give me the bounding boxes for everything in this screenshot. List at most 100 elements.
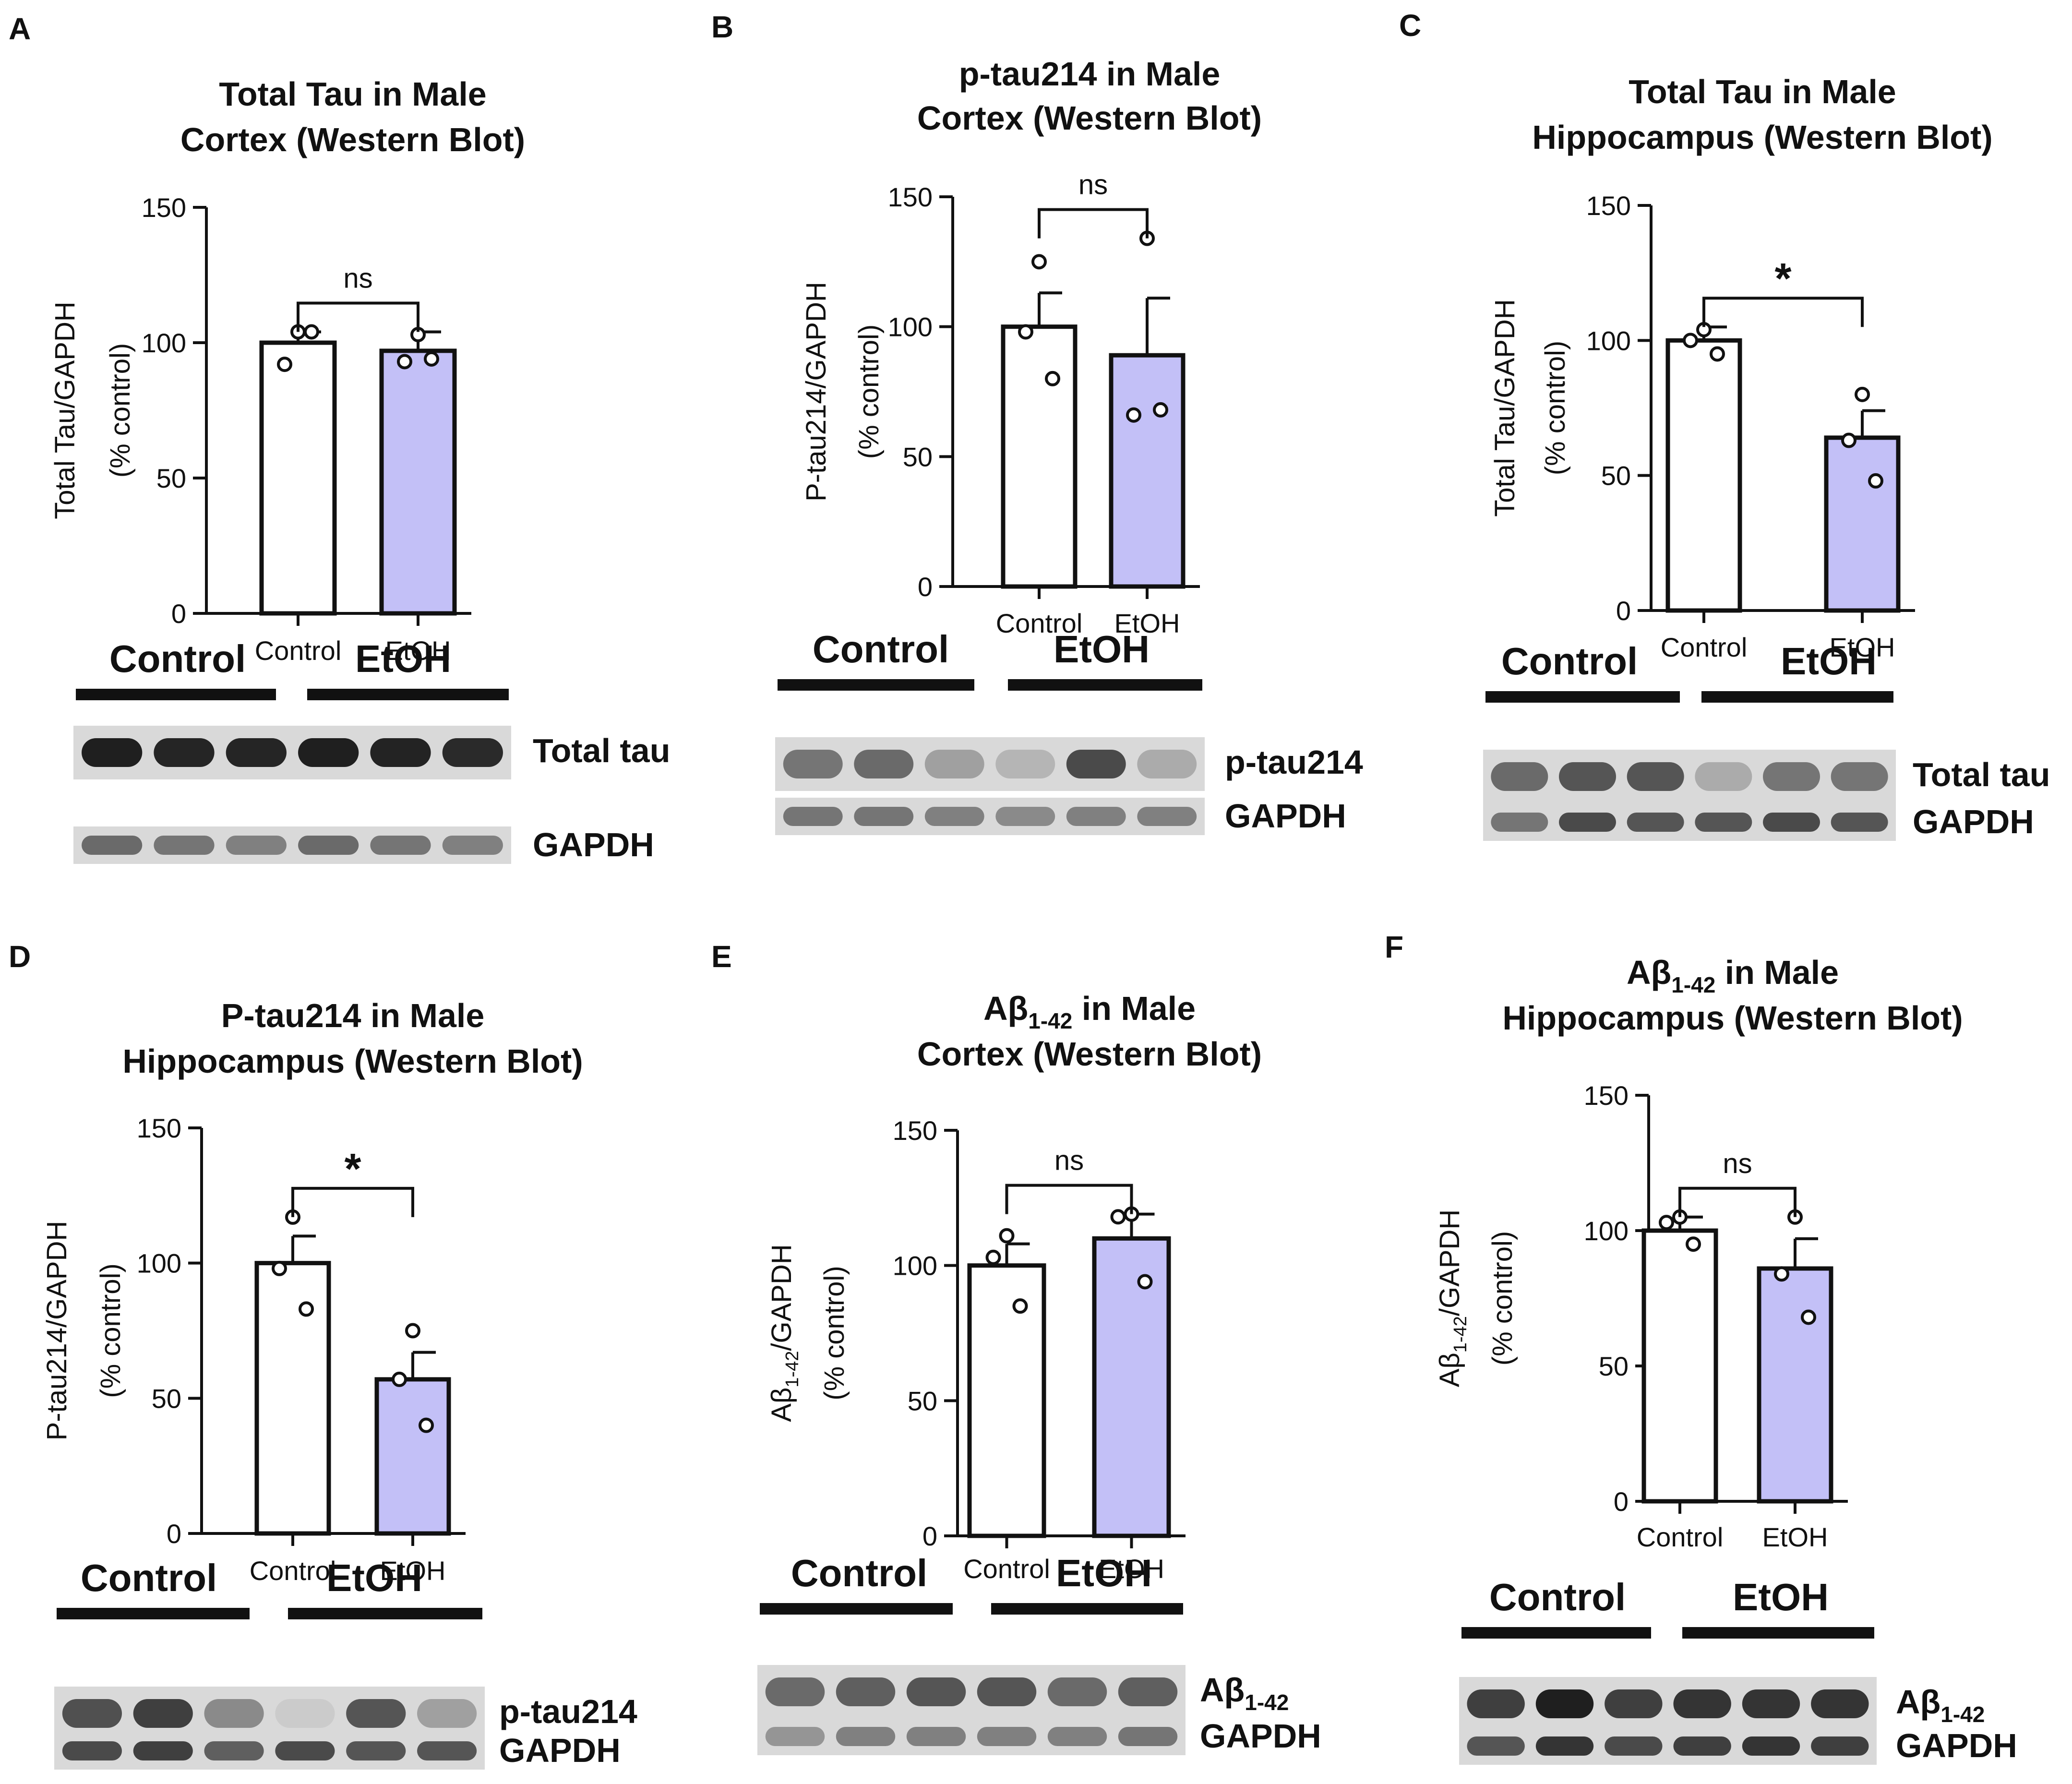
blot-band — [854, 750, 914, 778]
bar-control — [259, 340, 337, 616]
blot-strip — [54, 1687, 485, 1740]
y-tick-label: 150 — [893, 1115, 937, 1146]
blot-group-label: Control — [109, 637, 246, 680]
data-point — [272, 1260, 287, 1276]
data-point — [1710, 346, 1725, 362]
y-tick-label: 0 — [918, 572, 933, 602]
blot-target-label: Aβ1-42 — [1896, 1683, 1985, 1727]
blot-group-bar — [1701, 691, 1893, 703]
x-category-label: EtOH — [1830, 632, 1895, 662]
blot-band — [442, 738, 503, 767]
significance-label: * — [1774, 255, 1791, 303]
significance-bracket — [1038, 208, 1149, 239]
blot-group-bar — [288, 1608, 482, 1619]
blot-band — [924, 807, 984, 826]
chart-title-line: Total Tau in Male — [219, 75, 486, 113]
chart-title-line: Cortex (Western Blot) — [917, 99, 1262, 137]
y-tick-label: 150 — [1586, 191, 1631, 221]
blot-group-bar — [1485, 691, 1680, 703]
blot-band — [924, 750, 984, 778]
data-point — [1683, 333, 1698, 348]
blot-target-label: Aβ1-42 — [1200, 1671, 1289, 1715]
panel-letter: A — [9, 12, 31, 46]
chart-title-line: Cortex (Western Blot) — [917, 1035, 1262, 1073]
y-tick-label: 0 — [1616, 596, 1631, 626]
blot-band — [346, 1741, 406, 1760]
y-tick-label: 100 — [893, 1251, 937, 1281]
blot-band — [1811, 1736, 1869, 1756]
data-point — [299, 1301, 314, 1317]
blot-strip — [757, 1718, 1186, 1755]
x-category-label: Control — [1637, 1522, 1724, 1552]
blot-band — [204, 1741, 264, 1760]
blot-group-label: EtOH — [355, 637, 451, 680]
blot-band — [275, 1699, 335, 1728]
blot-band — [995, 807, 1055, 826]
x-category-label: Control — [255, 635, 342, 666]
data-point — [1126, 407, 1141, 423]
blot-band — [1535, 1736, 1594, 1756]
data-point — [1855, 386, 1870, 402]
bar-etoh — [374, 1377, 451, 1536]
y-tick-label: 50 — [908, 1386, 937, 1416]
data-point — [1045, 371, 1060, 386]
blot-band — [1467, 1689, 1525, 1718]
significance-label: ns — [1054, 1145, 1084, 1176]
blot-band — [1491, 813, 1548, 832]
significance-bracket — [297, 301, 419, 332]
blot-band — [1047, 1727, 1107, 1746]
blot-strip — [757, 1665, 1186, 1719]
chart-title-line: Total Tau in Male — [1629, 73, 1896, 110]
data-point — [1110, 1209, 1126, 1225]
blot-band — [1559, 813, 1616, 832]
blot-band — [1695, 762, 1752, 791]
bar-etoh — [1824, 435, 1901, 613]
blot-band — [62, 1699, 122, 1728]
blot-band — [1695, 813, 1752, 832]
blot-band — [370, 738, 431, 767]
significance-label: * — [344, 1145, 361, 1193]
y-axis-label-line: (% control) — [1540, 341, 1571, 475]
blot-band — [1066, 807, 1126, 826]
panel-a: A Total Tau in Male Cortex (Western Blot) 0… — [9, 12, 670, 864]
y-axis-label-line: (% control) — [853, 324, 885, 459]
x-category-label: Control — [996, 608, 1083, 638]
chart-title-line: P-tau214 in Male — [221, 997, 485, 1034]
blot-band — [765, 1727, 825, 1746]
blot-strip — [775, 798, 1205, 835]
significance-label: ns — [1723, 1148, 1752, 1179]
blot-band — [226, 738, 287, 767]
blot-group-bar — [760, 1603, 953, 1615]
x-category-label: EtOH — [1762, 1522, 1828, 1552]
blot-loading-label: GAPDH — [1225, 797, 1346, 835]
y-axis-label-line: Aβ1-42/GAPDH — [1434, 1209, 1471, 1387]
significance-bracket — [1678, 1186, 1797, 1217]
y-tick-label: 0 — [171, 599, 186, 629]
data-point — [419, 1417, 434, 1433]
blot-band — [1137, 807, 1197, 826]
blot-band — [1605, 1736, 1663, 1756]
blot-strip — [1483, 803, 1896, 841]
blot-band — [204, 1699, 264, 1728]
data-point — [1841, 432, 1856, 448]
blot-target-label: Total tau — [1913, 756, 2050, 793]
chart-title-line: Cortex (Western Blot) — [180, 121, 525, 158]
data-point — [985, 1249, 1001, 1265]
blot-band — [346, 1699, 406, 1728]
blot-band — [1742, 1736, 1800, 1756]
blot-strip — [1483, 750, 1896, 803]
blot-group-bar — [1008, 679, 1202, 691]
data-point — [304, 324, 319, 340]
blot-target-label: p-tau214 — [499, 1693, 637, 1730]
blot-strip — [1459, 1727, 1877, 1765]
blot-group-bar — [307, 689, 509, 700]
y-tick-label: 50 — [1599, 1351, 1629, 1381]
blot-band — [133, 1741, 193, 1760]
y-axis-label-line: (% control) — [95, 1263, 126, 1398]
data-point — [424, 351, 439, 367]
blot-group-label: EtOH — [1054, 628, 1150, 670]
data-point — [1686, 1236, 1701, 1252]
blot-group-bar — [57, 1608, 250, 1619]
x-category-label: EtOH — [385, 635, 451, 666]
blot-band — [442, 836, 503, 855]
